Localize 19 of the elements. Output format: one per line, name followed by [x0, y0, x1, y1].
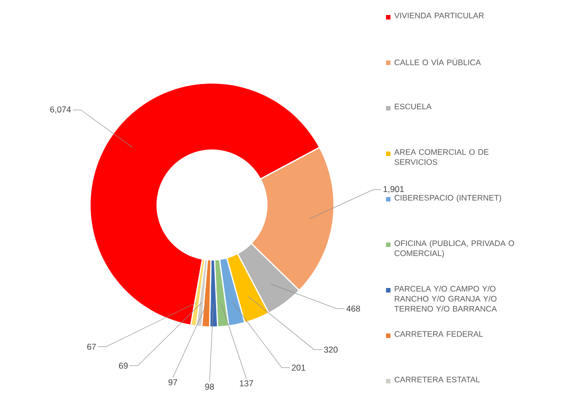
data-label: 1,901 — [384, 186, 404, 194]
data-label: 98 — [205, 384, 214, 390]
data-label: 69 — [119, 362, 128, 369]
legend-label: PARCELA Y/O CAMPO Y/O RANCHO Y/O GRANJA Y/O TERRENO Y/O BARRANCA — [394, 286, 497, 312]
data-label: 468 — [346, 306, 360, 312]
legend-label: ESCUELA — [394, 104, 432, 110]
legend-label: CARRETERA ESTATAL — [394, 376, 480, 382]
legend-label: AREA COMERCIAL O DE SERVICIOS — [394, 149, 489, 165]
legend-label: OFICINA (PUBLICA, PRIVADA O COMERCIAL) — [394, 240, 514, 258]
legend-label: CIBERESPACIO (INTERNET) — [394, 194, 502, 202]
data-label: 97 — [168, 379, 178, 386]
data-label: 137 — [240, 380, 254, 386]
data-label: 201 — [292, 364, 306, 371]
data-label: 67 — [87, 344, 96, 350]
legend-label: CARRETERA FEDERAL — [394, 331, 483, 337]
legend-label: VIVIENDA PARTICULAR — [394, 12, 484, 18]
legend-label: CALLE O VÍA PÚBLICA — [394, 58, 481, 66]
data-label: 320 — [324, 346, 338, 353]
data-label: 6,074 — [50, 106, 71, 114]
